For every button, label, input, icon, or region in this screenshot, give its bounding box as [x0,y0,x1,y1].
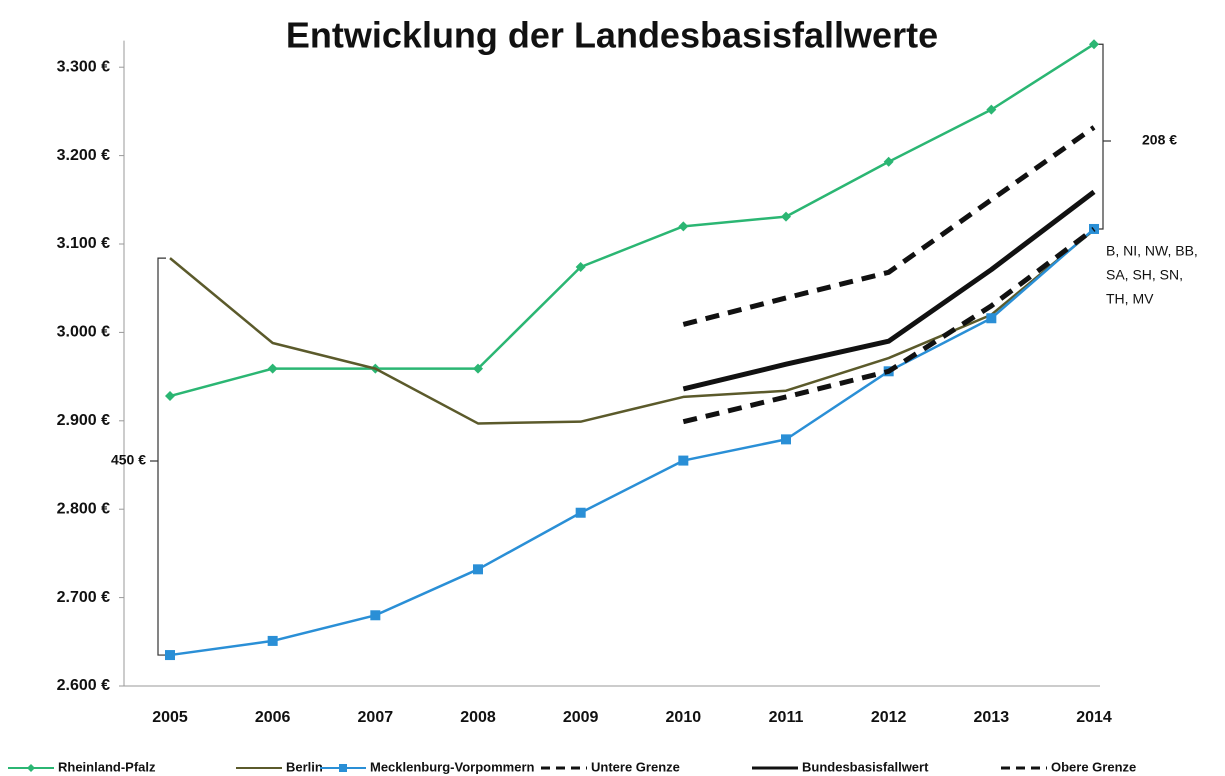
marker [781,211,791,222]
marker [473,363,483,374]
x-tick-label: 2008 [460,709,496,726]
marker [1089,39,1099,50]
x-tick-label: 2007 [358,709,394,726]
marker [678,221,689,232]
marker [165,650,175,661]
x-tick-label: 2014 [1076,709,1112,726]
series-line [169,228,1095,425]
annotation: SA, SH, SN, [1106,267,1183,283]
y-tick-label: 3.000 € [57,324,110,341]
y-tick-label: 3.300 € [57,58,110,75]
y-tick-label: 2.700 € [57,589,110,606]
chart-title: Entwicklung der Landesbasisfallwerte [286,15,938,56]
legend-label: Bundesbasisfallwert [802,759,929,774]
legend-label: Untere Grenze [591,759,680,774]
series-line [169,43,1095,398]
series-line [682,226,1096,425]
legend-label: Berlin [286,759,323,774]
x-tick-label: 2006 [255,709,291,726]
legend-label: Obere Grenze [1051,759,1136,774]
series-line [682,189,1096,392]
marker [370,610,381,621]
legend-label: Mecklenburg-Vorpommern [370,759,535,774]
x-tick-label: 2010 [666,709,702,726]
marker [781,434,791,445]
marker [165,391,175,402]
y-tick-label: 2.600 € [57,677,110,694]
marker [575,261,586,272]
marker [883,156,894,167]
annotation: 208 € [1142,132,1177,148]
marker [986,313,997,324]
y-tick-label: 3.200 € [57,147,110,164]
series-line [682,125,1096,327]
marker [678,455,689,466]
x-tick-label: 2011 [769,709,804,726]
y-tick-label: 2.900 € [57,412,110,429]
marker [575,507,586,518]
marker [267,363,278,374]
marker [267,635,278,646]
legend-label: Rheinland-Pfalz [58,759,156,774]
span-bracket [1096,43,1104,230]
annotation: TH, MV [1106,291,1154,307]
annotation: 450 € [111,452,146,468]
marker [473,564,483,575]
legend-marker [27,764,35,772]
y-tick-label: 2.800 € [57,500,110,517]
annotation: B, NI, NW, BB, [1106,243,1198,259]
span-bracket [157,257,166,656]
x-tick-label: 2013 [974,709,1010,726]
marker [986,104,997,115]
y-tick-label: 3.100 € [57,235,110,252]
x-tick-label: 2009 [563,709,599,726]
x-tick-label: 2012 [871,709,907,726]
series-line [169,228,1095,657]
legend-marker [339,764,347,772]
x-tick-label: 2005 [152,709,188,726]
